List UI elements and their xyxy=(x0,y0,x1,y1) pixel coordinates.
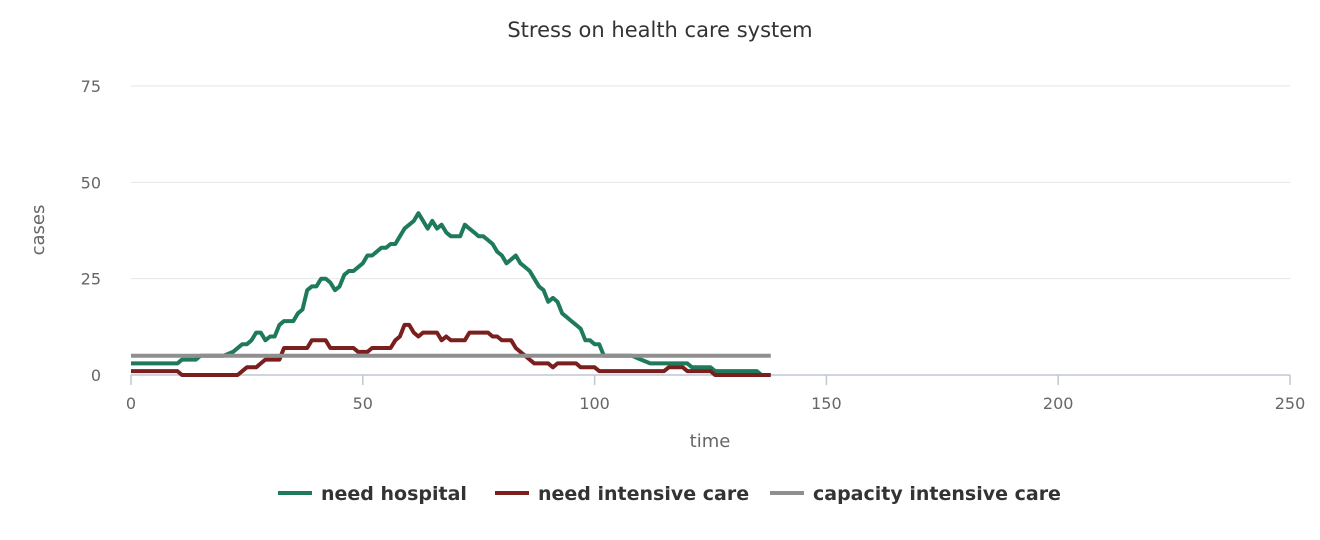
legend-item-need-hospital[interactable]: need hospital xyxy=(278,483,467,505)
x-axis-title: time xyxy=(690,431,731,452)
chart-title: Stress on health care system xyxy=(507,18,812,42)
legend-label-need-intensive-care: need intensive care xyxy=(538,483,749,505)
x-tick-label: 150 xyxy=(811,394,842,413)
legend: need hospital need intensive care capaci… xyxy=(278,483,1061,505)
y-tick-labels: 0 25 50 75 xyxy=(81,77,101,385)
x-tick-label: 100 xyxy=(579,394,610,413)
grid-lines xyxy=(131,85,1290,376)
series-line-need-intensive-care xyxy=(131,322,771,377)
y-axis-title: cases xyxy=(28,205,49,256)
y-tick-label: 50 xyxy=(81,173,101,192)
legend-item-need-intensive-care[interactable]: need intensive care xyxy=(495,483,749,505)
legend-item-capacity-intensive-care[interactable]: capacity intensive care xyxy=(770,483,1061,505)
x-tick-label: 50 xyxy=(353,394,373,413)
series-lines xyxy=(131,211,771,377)
y-tick-label: 75 xyxy=(81,77,101,96)
legend-label-capacity-intensive-care: capacity intensive care xyxy=(813,483,1061,505)
x-tick-label: 0 xyxy=(126,394,136,413)
x-tick-label: 200 xyxy=(1043,394,1074,413)
y-tick-label: 0 xyxy=(91,366,101,385)
series-line-need-hospital xyxy=(131,211,763,377)
legend-label-need-hospital: need hospital xyxy=(321,483,467,505)
y-tick-label: 25 xyxy=(81,270,101,289)
x-tick-labels: 0 50 100 150 200 250 xyxy=(126,375,1305,413)
x-tick-label: 250 xyxy=(1275,394,1306,413)
